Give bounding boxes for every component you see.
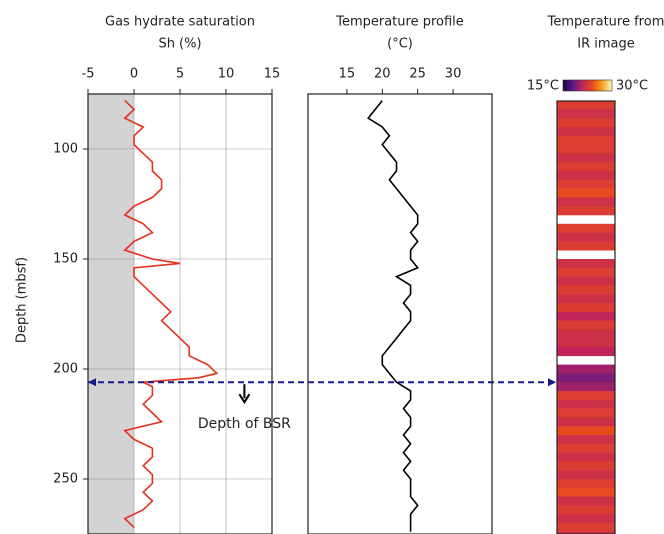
strip-cell [557, 417, 615, 426]
strip-cell [557, 338, 615, 347]
y-tick-label: 100 [53, 142, 78, 157]
panel-subtitle: Sh (%) [158, 37, 201, 52]
strip-cell [557, 488, 615, 497]
x-tick-label: 20 [374, 67, 391, 82]
colorbar [563, 80, 612, 91]
strip-cell [557, 426, 615, 435]
strip-cell [557, 329, 615, 338]
strip-cell [557, 206, 615, 215]
x-tick-label: 0 [130, 67, 138, 82]
strip-cell [557, 294, 615, 303]
strip-cell [557, 409, 615, 418]
y-tick-label: 200 [53, 362, 78, 377]
strip-cell [557, 382, 615, 391]
strip-cell [557, 444, 615, 453]
x-tick-label: 15 [264, 67, 281, 82]
strip-cell [557, 523, 615, 532]
strip-cell [557, 233, 615, 242]
plot-frame [308, 94, 492, 534]
shaded-region [88, 94, 134, 534]
strip-cell [557, 197, 615, 206]
strip-cell [557, 497, 615, 506]
x-tick-label: 10 [218, 67, 235, 82]
strip-cell [557, 321, 615, 330]
colorbar-label: 15°C [527, 79, 559, 94]
x-tick-label: -5 [82, 67, 95, 82]
strip-cell [557, 127, 615, 136]
strip-cell [557, 109, 615, 118]
y-axis-label: Depth (mbsf) [15, 257, 30, 343]
strip-cell [557, 180, 615, 189]
strip-cell [557, 312, 615, 321]
strip-cell [557, 285, 615, 294]
strip-cell [557, 303, 615, 312]
bsr-arrow [239, 384, 249, 402]
strip-cell [557, 136, 615, 145]
panel-subtitle: IR image [577, 37, 635, 52]
strip-cell [557, 435, 615, 444]
panel-subtitle: (°C) [387, 37, 413, 52]
strip-cell [557, 277, 615, 286]
panel-title: Gas hydrate saturation [105, 15, 255, 30]
strip-cell [557, 505, 615, 514]
x-tick-label: 5 [176, 67, 184, 82]
strip-cell [557, 162, 615, 171]
x-tick-label: 30 [445, 67, 462, 82]
strip-cell [557, 189, 615, 198]
strip-cell [557, 391, 615, 400]
strip-cell [557, 400, 615, 409]
strip-cell [557, 365, 615, 374]
panel-title: Temperature from [547, 15, 664, 30]
panel-title: Temperature profile [335, 15, 464, 30]
colorbar-label: 30°C [616, 79, 648, 94]
figure: Gas hydrate saturation Sh (%) -5 0 5 10 15 100 1… [0, 0, 664, 534]
y-tick-label: 250 [53, 472, 78, 487]
strip-cell [557, 461, 615, 470]
strip-cell [557, 241, 615, 250]
profile-line [125, 101, 217, 528]
strip-cell [557, 268, 615, 277]
strip-cell [557, 347, 615, 356]
strip-cell [557, 373, 615, 382]
strip-cell [557, 101, 615, 110]
x-tick-label: 15 [339, 67, 356, 82]
strip-cell [557, 145, 615, 154]
strip-cell [557, 224, 615, 233]
strip-cell [557, 479, 615, 488]
x-tick-label: 25 [409, 67, 426, 82]
profile-line [368, 101, 418, 532]
strip-cell [557, 118, 615, 127]
strip-cell [557, 171, 615, 180]
strip-cell [557, 453, 615, 462]
bsr-label: Depth of BSR [198, 416, 291, 432]
y-tick-label: 150 [53, 252, 78, 267]
strip-cell [557, 470, 615, 479]
strip-cell [557, 259, 615, 268]
strip-cell [557, 514, 615, 523]
strip-cell [557, 153, 615, 162]
